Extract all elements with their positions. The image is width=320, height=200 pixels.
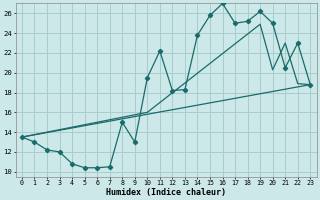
X-axis label: Humidex (Indice chaleur): Humidex (Indice chaleur) [106,188,226,197]
